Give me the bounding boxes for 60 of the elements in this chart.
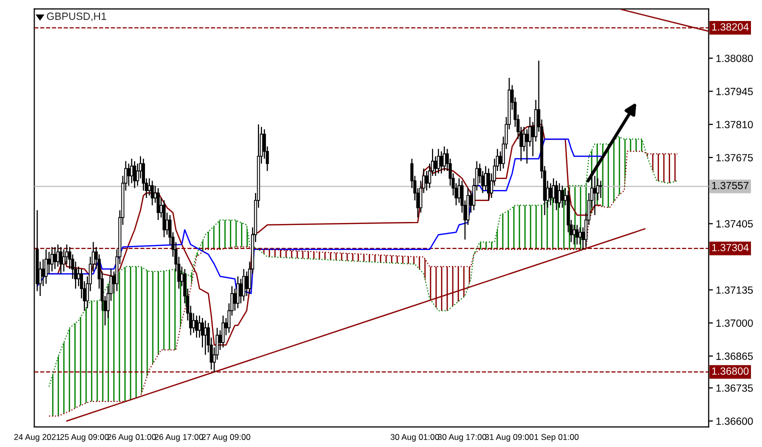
y-tick-label: 1.37405: [716, 220, 753, 228]
candlestick: [42, 258, 45, 287]
candlestick: [50, 246, 54, 272]
candlestick: [222, 315, 225, 348]
candlestick: [487, 168, 490, 201]
candlestick: [549, 182, 552, 206]
candlestick: [552, 178, 556, 204]
candlestick: [127, 163, 130, 186]
candlestick: [59, 246, 62, 274]
candlestick: [133, 160, 136, 189]
candlestick: [554, 180, 558, 211]
ref-line-label: 1.37304: [712, 244, 749, 252]
candlestick: [62, 248, 66, 272]
candlestick: [576, 224, 579, 246]
candlestick: [150, 180, 154, 206]
y-tick-label: 1.37810: [716, 120, 753, 128]
ref-line-label: 1.36800: [712, 367, 749, 375]
y-tick-label: 1.37675: [716, 154, 753, 162]
candlestick: [558, 182, 561, 208]
candlestick: [436, 148, 440, 174]
y-tick-label: 1.36735: [716, 384, 753, 392]
candlestick: [440, 150, 443, 174]
x-tick-label: 26 Aug 17:00: [154, 434, 204, 442]
y-tick-label: 1.37000: [716, 319, 753, 327]
candlestick: [198, 315, 202, 338]
y-tick-label: 1.36865: [716, 352, 753, 360]
candlestick: [525, 128, 528, 164]
candlestick: [130, 158, 134, 184]
candlestick: [434, 156, 438, 176]
candlestick: [53, 246, 56, 270]
candlestick: [44, 248, 48, 284]
candlestick: [195, 315, 198, 338]
ref-line-label: 1.37557: [712, 182, 748, 190]
candlestick: [560, 185, 564, 208]
candlestick: [56, 244, 60, 268]
candlestick: [48, 251, 51, 274]
x-tick-label: 27 Aug 09:00: [202, 434, 250, 442]
y-tick-label: 1.37135: [716, 286, 753, 294]
candlestick: [192, 312, 196, 334]
candlestick: [442, 146, 446, 172]
y-tick-label: 1.36600: [716, 418, 753, 425]
candlestick: [77, 266, 80, 287]
y-tick-label: 1.38080: [716, 54, 753, 62]
candlestick: [245, 270, 248, 297]
candlestick: [236, 276, 240, 309]
chart-title: GBPUSD,H1: [46, 12, 106, 22]
candlestick: [572, 224, 576, 246]
candlestick: [578, 226, 582, 246]
candlestick: [425, 170, 428, 192]
ref-line-label: 1.38204: [712, 23, 749, 31]
candlestick: [242, 268, 246, 302]
y-tick-label: 1.37945: [716, 88, 753, 96]
candlestick: [204, 320, 207, 356]
candlestick: [458, 178, 461, 204]
x-tick-label: 24 Aug 2021: [14, 434, 60, 442]
candlestick: [484, 166, 488, 192]
candlestick: [156, 188, 160, 221]
x-tick-label: 31 Aug 09:00: [485, 434, 534, 442]
x-tick-label: 1 Sep 01:00: [534, 434, 579, 442]
candlestick: [599, 180, 602, 198]
